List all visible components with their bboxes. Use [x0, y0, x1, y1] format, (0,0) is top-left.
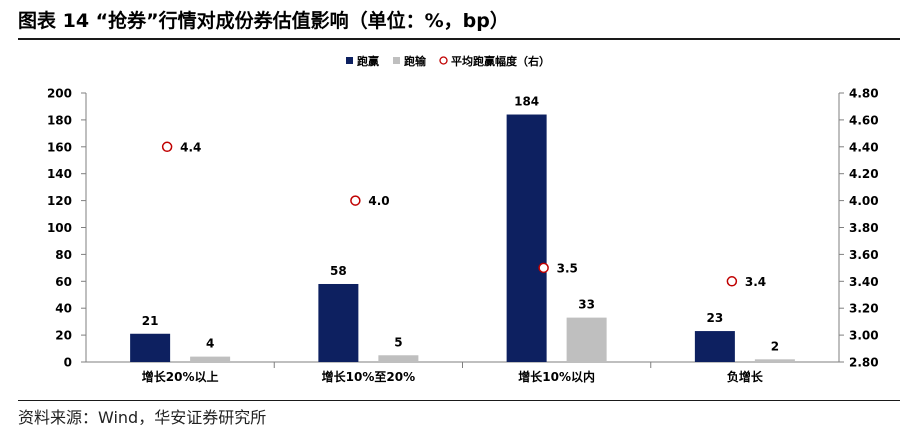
scatter-point — [161, 141, 173, 153]
left-axis-tick-label: 80 — [55, 248, 72, 262]
bar — [190, 356, 231, 362]
left-axis-tick-label: 160 — [47, 140, 72, 154]
right-axis-tick-label: 2.80 — [849, 356, 879, 370]
left-axis-tick-label: 60 — [55, 275, 72, 289]
left-axis-tick-label: 200 — [47, 87, 72, 101]
scatter-data-label: 4.0 — [368, 194, 389, 208]
x-axis-tick-label: 增长20%以上 — [142, 369, 219, 384]
chart-title: 图表 14 “抢券”行情对成份券估值影响（单位：%，bp） — [18, 10, 509, 32]
left-axis-tick-label: 20 — [55, 329, 72, 343]
scatter-point — [538, 262, 549, 274]
left-axis-tick-label: 180 — [47, 113, 72, 127]
bar-data-label: 58 — [330, 264, 347, 278]
right-axis-tick-label: 3.40 — [849, 275, 879, 289]
left-axis-tick-label: 140 — [47, 167, 72, 181]
x-axis-tick-label: 增长10%以内 — [518, 369, 595, 384]
right-axis-tick-label: 3.00 — [849, 329, 879, 343]
x-axis-tick-label: 增长10%至20% — [322, 369, 415, 384]
x-axis-tick-label: 负增长 — [727, 369, 764, 384]
legend-swatch — [346, 57, 353, 64]
left-axis-tick-label: 120 — [47, 194, 72, 208]
right-axis-tick-label: 4.40 — [849, 140, 879, 154]
bar — [130, 333, 171, 362]
bar-data-label: 4 — [206, 337, 214, 351]
scatter-data-label: 3.5 — [557, 261, 578, 275]
right-axis-tick-label: 4.80 — [849, 87, 879, 101]
legend-label: 跑输 — [404, 54, 427, 68]
scatter-data-label: 4.4 — [180, 140, 201, 154]
bar-data-label: 33 — [578, 298, 595, 312]
legend-label: 平均跑赢幅度（右） — [451, 54, 550, 68]
bar-data-label: 5 — [394, 335, 402, 349]
bar — [694, 331, 735, 362]
left-axis-tick-label: 40 — [55, 302, 72, 316]
legend-label: 跑赢 — [357, 54, 379, 68]
bar — [506, 114, 547, 363]
legend-marker — [439, 56, 448, 65]
bar — [566, 317, 607, 362]
bar-data-label: 184 — [514, 95, 539, 109]
scatter-point — [350, 195, 361, 206]
left-axis-tick-label: 0 — [64, 356, 72, 370]
source-rule — [18, 400, 900, 401]
scatter-point — [726, 276, 738, 287]
title-rule — [18, 38, 900, 40]
bar — [754, 359, 795, 362]
chart: 0 20 40 60 80 100 120 140 160 180 200 2.80 3.00 3.20 3… — [47, 54, 879, 384]
right-axis-tick-label: 4.00 — [849, 194, 879, 208]
right-axis-tick-label: 3.60 — [849, 248, 879, 262]
right-axis-tick-label: 4.20 — [849, 167, 879, 181]
bar-data-label: 23 — [707, 311, 724, 325]
right-axis-tick-label: 3.20 — [849, 302, 879, 316]
right-axis-tick-label: 3.80 — [849, 221, 879, 235]
bar — [318, 283, 359, 362]
bar-data-label: 21 — [142, 314, 159, 328]
bar-data-label: 2 — [771, 339, 779, 353]
bar — [378, 355, 419, 362]
scatter-data-label: 3.4 — [745, 275, 766, 289]
right-axis-tick-label: 4.60 — [849, 113, 879, 127]
source-note: 资料来源：Wind，华安证券研究所 — [18, 408, 267, 427]
legend-swatch — [393, 57, 400, 64]
left-axis-tick-label: 100 — [47, 221, 72, 235]
